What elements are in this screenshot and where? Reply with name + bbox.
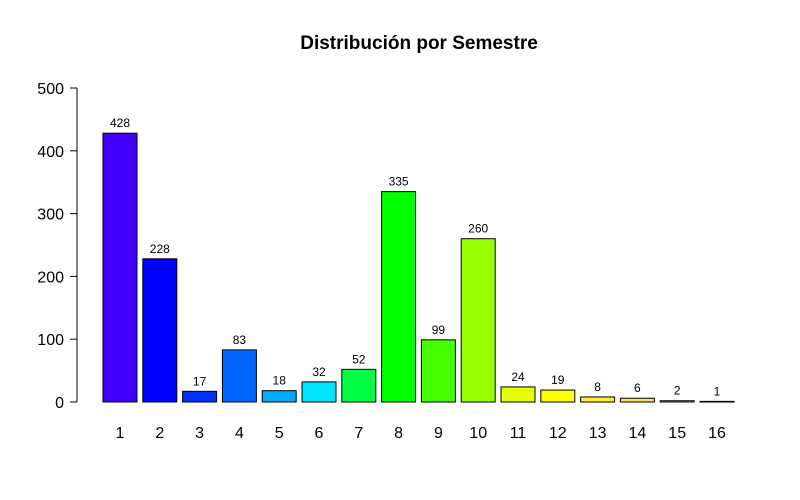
bar-value-label: 1	[714, 384, 721, 398]
x-tick-label: 7	[354, 425, 363, 442]
y-tick-label: 400	[37, 144, 64, 161]
x-tick-label: 2	[155, 425, 164, 442]
bar-16	[699, 400, 735, 403]
bar-5	[261, 390, 297, 403]
bar-13	[580, 396, 616, 403]
bar-value-label: 19	[551, 373, 565, 387]
y-axis-ticks: 0 100 200 300 400 500	[37, 81, 77, 412]
bar-2	[142, 258, 178, 403]
bar-value-label: 8	[594, 380, 601, 394]
bar-8	[381, 191, 417, 403]
bar-value-label: 52	[352, 352, 366, 366]
x-tick-label: 5	[275, 425, 284, 442]
x-tick-label: 13	[589, 425, 607, 442]
bar-value-label: 428	[110, 116, 130, 130]
bar-value-label: 2	[674, 384, 681, 398]
bar-12	[540, 389, 576, 403]
x-axis-tick-labels: 1 2 3 4 5 6 7 8 9 10 11 12 13 14 15 16	[116, 425, 726, 442]
y-tick-label: 300	[37, 207, 64, 224]
x-tick-label: 4	[235, 425, 244, 442]
bar-value-label: 6	[634, 381, 641, 395]
x-tick-label: 9	[434, 425, 443, 442]
bar-10	[460, 238, 496, 403]
bar-7	[341, 368, 377, 403]
x-tick-label: 15	[668, 425, 686, 442]
bar-9	[420, 339, 456, 403]
bar-3	[182, 390, 218, 403]
y-tick-label: 100	[37, 332, 64, 349]
bar-value-label: 99	[432, 323, 446, 337]
y-tick-label: 200	[37, 269, 64, 286]
bar-11	[500, 386, 536, 403]
bar-6	[301, 381, 337, 403]
bar-value-label: 32	[312, 365, 326, 379]
bars	[102, 132, 735, 403]
bar-value-labels: 428 228 17 83 18 32 52 335 99 260 24 19 8 6 2 1	[110, 116, 721, 398]
bar-value-label: 83	[233, 333, 247, 347]
chart-title: Distribución por Semestre	[300, 33, 538, 54]
bar-value-label: 17	[193, 374, 207, 388]
x-tick-label: 14	[629, 425, 647, 442]
bar-15	[659, 400, 695, 403]
x-tick-label: 6	[315, 425, 324, 442]
bar-value-label: 335	[389, 175, 409, 189]
bar-value-label: 228	[150, 242, 170, 256]
bar-value-label: 18	[273, 374, 287, 388]
x-tick-label: 11	[510, 425, 527, 442]
bar-value-label: 260	[468, 222, 488, 236]
x-tick-label: 3	[195, 425, 204, 442]
y-tick-label: 500	[37, 81, 64, 98]
bar-14	[619, 397, 655, 403]
bar-4	[221, 349, 257, 403]
bar-value-label: 24	[511, 370, 525, 384]
bar-1	[102, 132, 138, 403]
x-tick-label: 12	[549, 425, 567, 442]
x-tick-label: 16	[708, 425, 726, 442]
x-tick-label: 8	[394, 425, 403, 442]
x-tick-label: 1	[116, 425, 125, 442]
y-tick-label: 0	[55, 395, 64, 412]
x-tick-label: 10	[469, 425, 487, 442]
